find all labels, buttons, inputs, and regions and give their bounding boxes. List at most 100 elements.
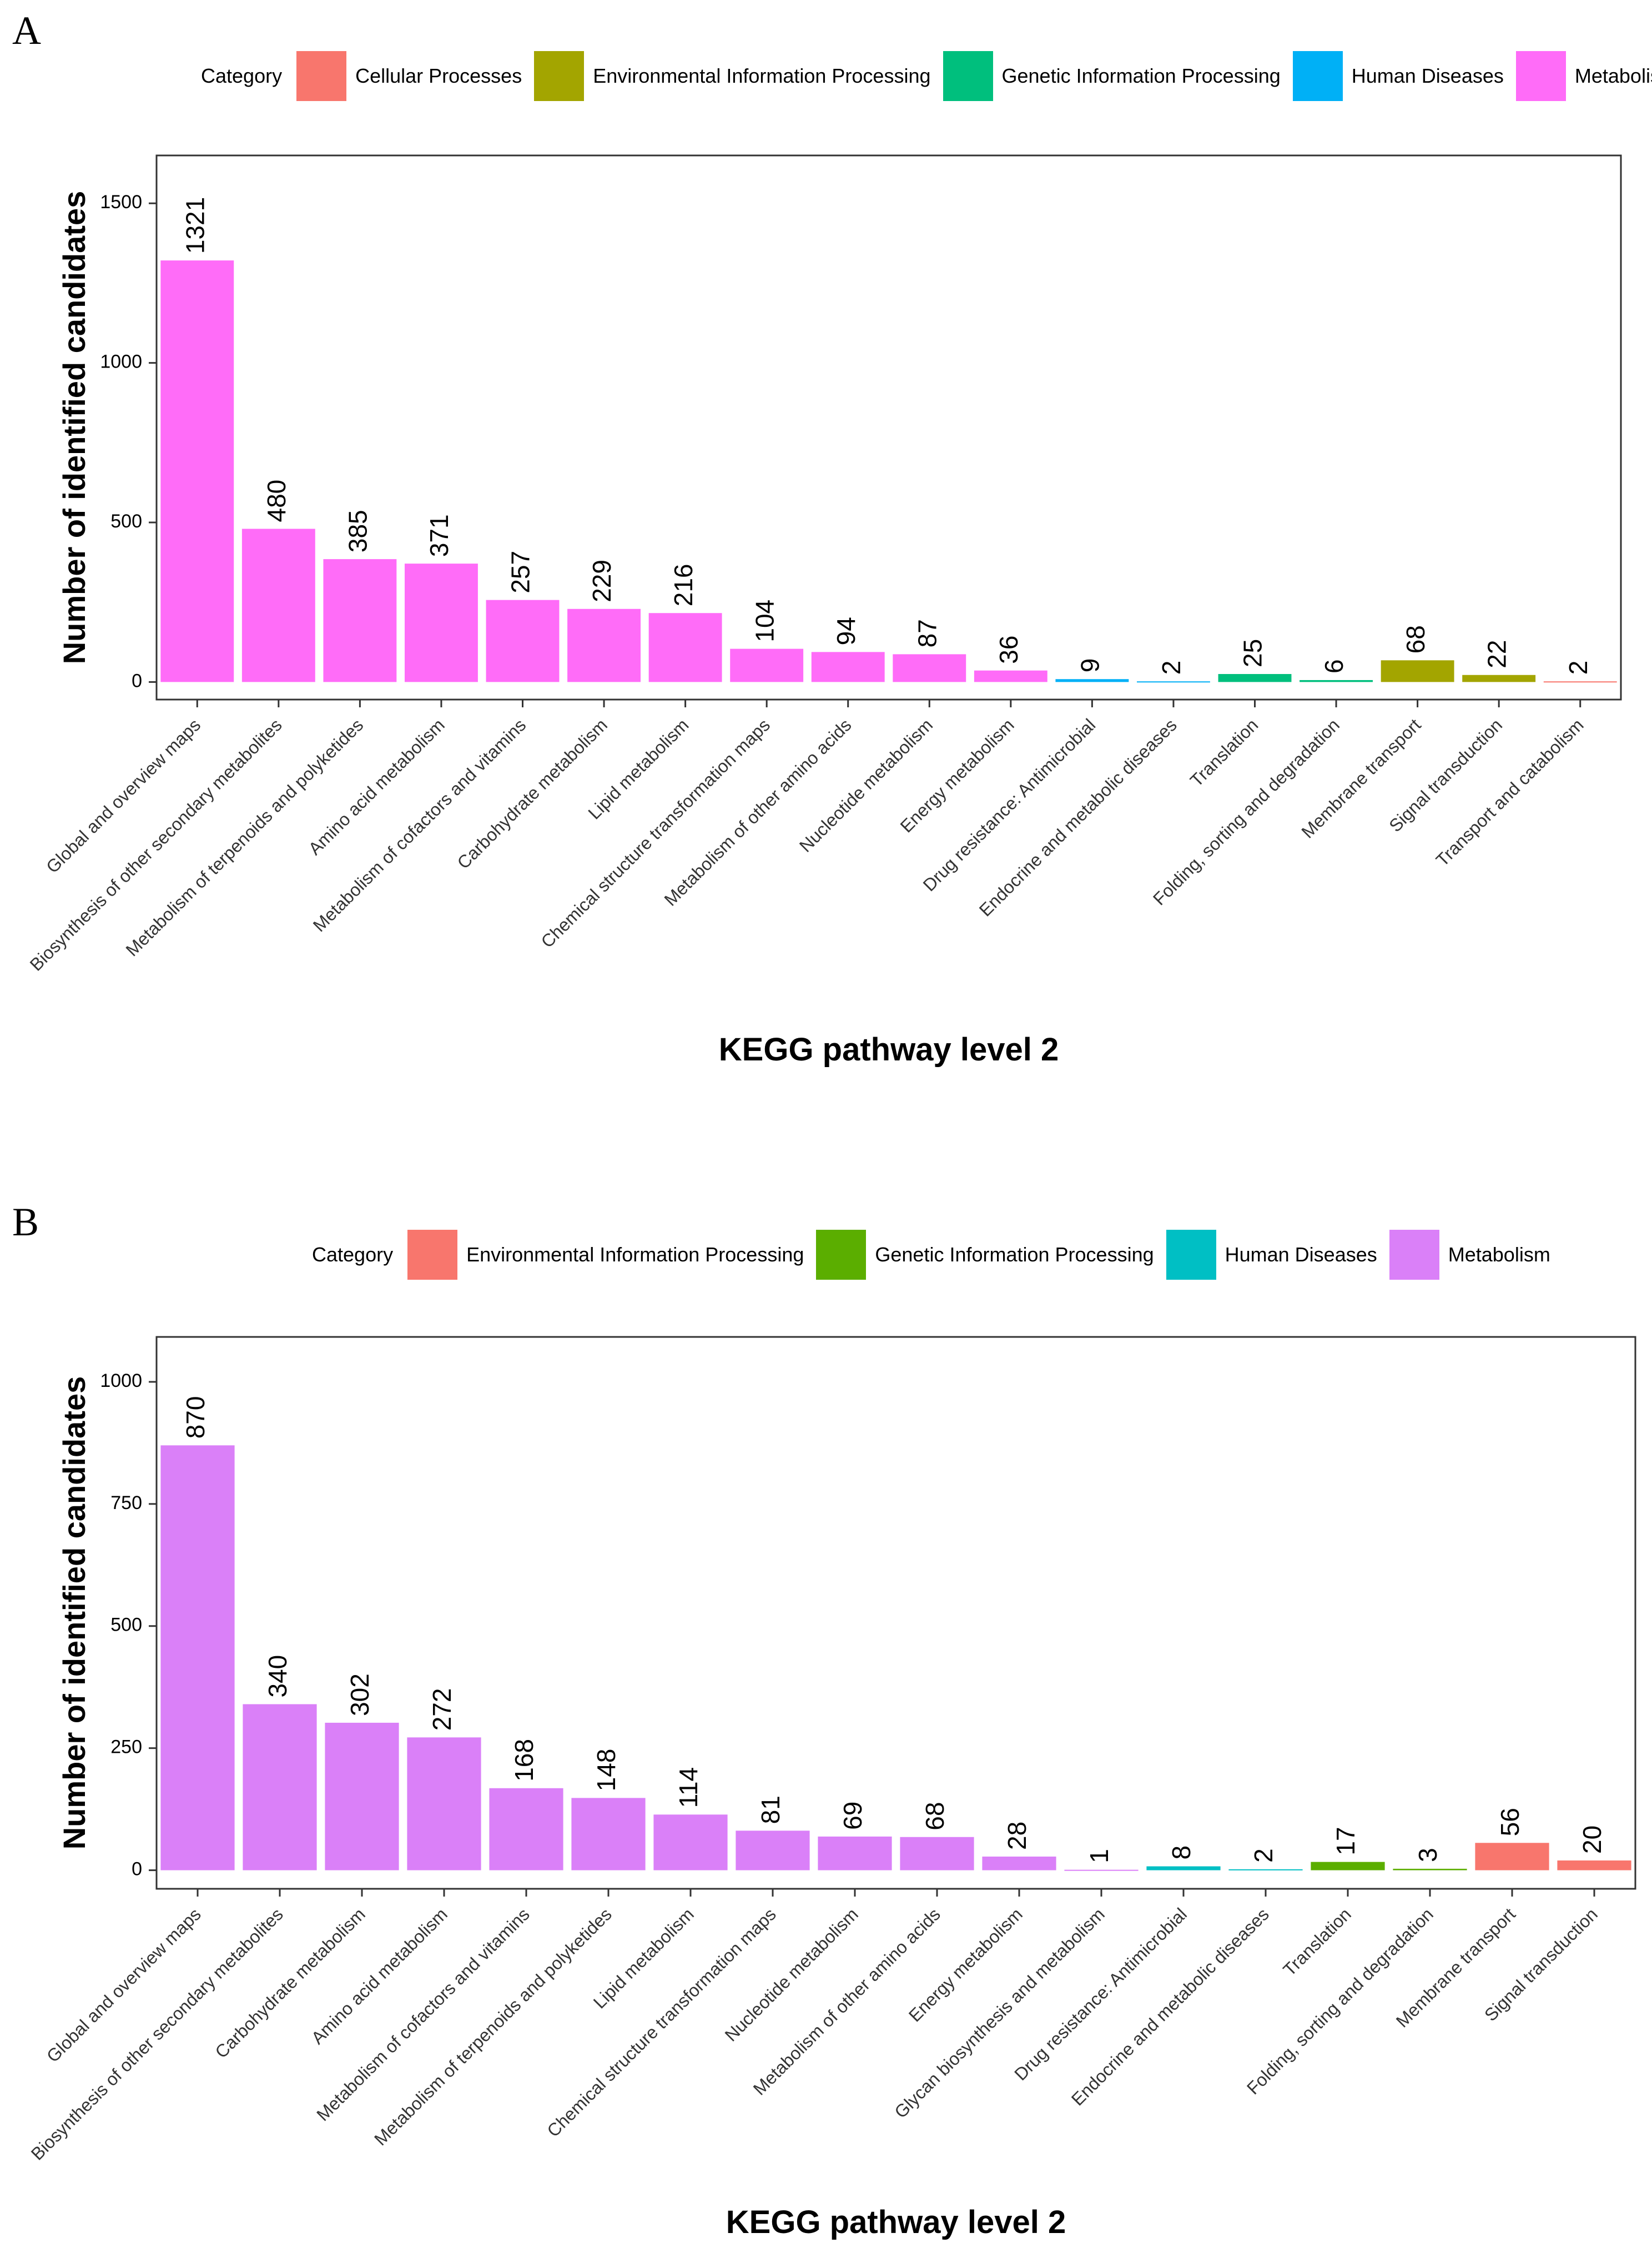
x-tick-label: Nucleotide metabolism	[721, 1904, 862, 2045]
bar-value-label: 9	[1076, 658, 1105, 673]
x-tick-label: Carbohydrate metabolism	[453, 715, 611, 873]
bar-signal-transduction	[1462, 675, 1536, 682]
bar-value-label: 371	[425, 514, 454, 557]
bar-value-label: 104	[750, 600, 779, 642]
bar-value-label: 257	[506, 551, 535, 594]
bar-value-label: 25	[1238, 639, 1267, 667]
bar-value-label: 68	[920, 1802, 949, 1830]
bar-value-label: 2	[1249, 1848, 1278, 1863]
x-tick-label: Translation	[1186, 715, 1262, 791]
legend-swatch	[1389, 1230, 1439, 1280]
x-tick-label: Amino acid metabolism	[308, 1904, 451, 2048]
bar-endocrine-and-metabolic-diseases	[1228, 1869, 1303, 1870]
bar-value-label: 81	[756, 1796, 785, 1824]
bar-biosynthesis-of-other-secondary-metabolites	[241, 529, 315, 682]
bar-value-label: 480	[262, 480, 291, 522]
bar-lipid-metabolism	[648, 613, 722, 682]
bar-amino-acid-metabolism	[404, 564, 478, 682]
bar-value-label: 6	[1319, 659, 1348, 673]
bar-value-label: 385	[344, 510, 372, 552]
legend-label: Metabolism	[1574, 64, 1652, 87]
legend-item-human-diseases: Human Diseases	[1292, 51, 1504, 101]
bar-metabolism-of-terpenoids-and-polyketides	[571, 1798, 646, 1870]
bar-value-label: 17	[1331, 1827, 1360, 1855]
legend-item-human-diseases: Human Diseases	[1166, 1230, 1377, 1280]
panel-label-a: A	[12, 8, 41, 53]
x-tick-label: Drug resistance: Antimicrobial	[1010, 1904, 1191, 2084]
bar-membrane-transport	[1475, 1843, 1549, 1870]
y-tick-label: 500	[110, 511, 142, 532]
bar-membrane-transport	[1381, 660, 1454, 682]
bar-carbohydrate-metabolism	[567, 609, 641, 682]
x-tick-label: Amino acid metabolism	[305, 715, 449, 858]
bar-transport-and-catabolism	[1543, 681, 1617, 683]
bar-translation	[1218, 674, 1292, 682]
bar-nucleotide-metabolism	[893, 654, 966, 682]
bar-drug-resistance-antimicrobial	[1146, 1866, 1221, 1870]
bar-value-label: 69	[838, 1802, 867, 1830]
bar-global-and-overview-maps	[160, 260, 234, 682]
x-tick-label: Global and overview maps	[42, 715, 204, 877]
legend-label: Human Diseases	[1225, 1243, 1377, 1266]
legend-item-cellular-processes: Cellular Processes	[296, 51, 522, 101]
legend-label: Genetic Information Processing	[1001, 64, 1281, 87]
legend-swatch	[1292, 51, 1343, 101]
legend-item-genetic-information-processing: Genetic Information Processing	[943, 51, 1281, 101]
plot-border	[155, 1336, 1636, 1890]
bar-glycan-biosynthesis-and-metabolism	[1064, 1869, 1139, 1871]
legend-item-metabolism: Metabolism	[1389, 1230, 1550, 1280]
legend-swatch	[943, 51, 993, 101]
bar-endocrine-and-metabolic-diseases	[1136, 681, 1210, 683]
bar-value-label: 216	[669, 564, 698, 606]
bar-global-and-overview-maps	[160, 1445, 235, 1870]
y-tick-label: 0	[132, 1859, 142, 1880]
legend-item-genetic-information-processing: Genetic Information Processing	[816, 1230, 1154, 1280]
bar-energy-metabolism	[974, 670, 1047, 682]
y-tick-label: 750	[110, 1492, 142, 1513]
bar-chart-b: 870 340 302 272 168 148 114 81 69 68 28 1 8 2 17 3 56 20 0…	[27, 1336, 1636, 2240]
bar-value-label: 87	[913, 619, 941, 647]
bar-value-label: 68	[1401, 625, 1430, 653]
bar-metabolism-of-other-amino-acids	[900, 1837, 974, 1870]
bar-translation	[1311, 1862, 1385, 1870]
legend-label: Genetic Information Processing	[875, 1243, 1154, 1266]
legend-item-environmental-information-processing: Environmental Information Processing	[407, 1230, 804, 1280]
x-tick-label: Nucleotide metabolism	[795, 715, 936, 856]
x-tick-label: Translation	[1279, 1904, 1355, 1980]
bar-folding-sorting-and-degradation	[1393, 1868, 1467, 1870]
bar-folding-sorting-and-degradation	[1300, 680, 1373, 682]
bar-value-label: 114	[674, 1767, 703, 1808]
y-tick-label: 1000	[100, 351, 142, 373]
x-axis-title: KEGG pathway level 2	[719, 1032, 1059, 1068]
bar-value-label: 56	[1495, 1808, 1524, 1836]
legend-label: Human Diseases	[1351, 64, 1504, 87]
bar-metabolism-of-cofactors-and-vitamins	[489, 1788, 563, 1870]
legend-item-environmental-information-processing: Environmental Information Processing	[534, 51, 931, 101]
bar-nucleotide-metabolism	[818, 1836, 892, 1870]
legend-swatch	[1166, 1230, 1216, 1280]
legend-swatch	[296, 51, 347, 101]
x-tick-label: Drug resistance: Antimicrobial	[919, 715, 1100, 895]
bar-energy-metabolism	[982, 1856, 1056, 1870]
bar-value-label: 3	[1413, 1848, 1442, 1862]
legend-label: Environmental Information Processing	[593, 64, 931, 87]
legend-label: Cellular Processes	[355, 64, 522, 87]
x-tick-label: Global and overview maps	[43, 1904, 205, 2066]
bar-biosynthesis-of-other-secondary-metabolites	[243, 1704, 317, 1870]
bar-value-label: 2	[1157, 661, 1186, 675]
legend-label: Metabolism	[1448, 1243, 1550, 1266]
y-axis-title: Number of identified candidates	[57, 1376, 92, 1850]
bar-value-label: 22	[1482, 640, 1511, 668]
bar-value-label: 1	[1085, 1849, 1114, 1863]
y-tick-label: 500	[110, 1615, 142, 1636]
x-tick-label: Transport and catabolism	[1432, 715, 1588, 870]
bar-value-label: 20	[1578, 1826, 1606, 1854]
legend-item-metabolism: Metabolism	[1515, 51, 1652, 101]
x-axis-title: KEGG pathway level 2	[726, 2204, 1066, 2240]
legend-a: Category Cellular Processes Environmenta…	[201, 51, 1652, 101]
x-tick-label: Carbohydrate metabolism	[211, 1904, 369, 2062]
bar-value-label: 2	[1564, 661, 1593, 675]
bar-lipid-metabolism	[653, 1814, 728, 1870]
bar-value-label: 94	[832, 617, 860, 645]
